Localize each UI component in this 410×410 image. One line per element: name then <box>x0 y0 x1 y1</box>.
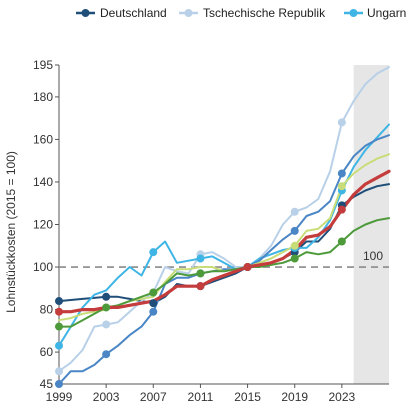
data-point-deutschland <box>102 292 111 301</box>
data-point-series-4 <box>102 350 111 359</box>
legend: Deutschland Tschechische Republik Ungarn <box>76 6 406 20</box>
data-point-series-4 <box>290 226 299 235</box>
series-line-ungarn <box>58 123 390 347</box>
data-point-tschechische-republik <box>55 367 63 376</box>
data-point-ungarn <box>196 254 205 263</box>
y-tick-label: 45 <box>40 377 54 391</box>
data-point-series-6 <box>337 237 346 246</box>
data-point-series-7 <box>243 263 252 272</box>
data-point-series-4 <box>55 380 63 388</box>
series-markers <box>55 118 346 388</box>
data-point-series-6 <box>149 288 158 297</box>
x-tick-label: 2019 <box>281 390 308 404</box>
x-tick-label: 2015 <box>234 390 261 404</box>
x-tick-label: 2007 <box>140 390 167 404</box>
data-point-tschechische-republik <box>102 320 111 329</box>
legend-marker-deutschland <box>81 9 90 17</box>
x-tick-label: 2003 <box>93 390 120 404</box>
data-point-ungarn <box>149 248 158 257</box>
reference-line-label: 100 <box>363 249 383 263</box>
data-point-tschechische-republik <box>290 207 299 216</box>
data-point-series-4 <box>337 169 346 178</box>
legend-label-deutschland: Deutschland <box>100 6 167 20</box>
projection-shading <box>353 65 389 384</box>
data-point-series-7 <box>337 205 346 214</box>
data-point-deutschland <box>55 297 63 306</box>
series-line-series-4 <box>58 134 390 385</box>
y-axis-title: Lohnstückkosten (2015 = 100) <box>4 151 18 313</box>
data-point-series-6 <box>196 269 205 278</box>
legend-label-ungarn: Ungarn <box>367 6 406 20</box>
data-point-ungarn <box>55 341 63 350</box>
y-tick-label: 195 <box>33 58 53 72</box>
y-tick-label: 120 <box>33 218 53 232</box>
data-point-series-5 <box>337 182 346 191</box>
data-point-series-5 <box>290 241 299 250</box>
x-tick-label: 2023 <box>329 390 356 404</box>
y-tick-label: 180 <box>33 90 53 104</box>
x-tick-label: 2011 <box>188 390 214 404</box>
y-tick-label: 140 <box>33 175 53 189</box>
data-point-deutschland <box>149 299 158 308</box>
series-line-series-7 <box>57 169 391 314</box>
data-point-series-4 <box>149 307 158 316</box>
axes: 45 60 80 100 120 140 160 180 195 1999 2003 2007 2011… <box>33 58 389 404</box>
legend-label-tschechische-republik: Tschechische Republik <box>203 6 326 20</box>
series-lines <box>57 66 391 385</box>
data-point-series-6 <box>55 322 63 331</box>
y-tick-label: 80 <box>40 303 54 317</box>
y-tick-label: 160 <box>33 132 53 146</box>
series-line-tschechische-republik <box>58 66 390 373</box>
x-tick-label: 1999 <box>46 390 73 404</box>
data-point-series-7 <box>196 282 205 291</box>
data-point-series-6 <box>290 254 299 263</box>
legend-marker-tschechische-republik <box>184 9 193 17</box>
data-point-series-7 <box>55 307 63 316</box>
data-point-tschechische-republik <box>337 118 346 127</box>
legend-marker-ungarn <box>349 9 358 17</box>
data-point-series-6 <box>102 303 111 312</box>
y-tick-label: 60 <box>40 345 54 359</box>
y-tick-label: 100 <box>33 260 53 274</box>
